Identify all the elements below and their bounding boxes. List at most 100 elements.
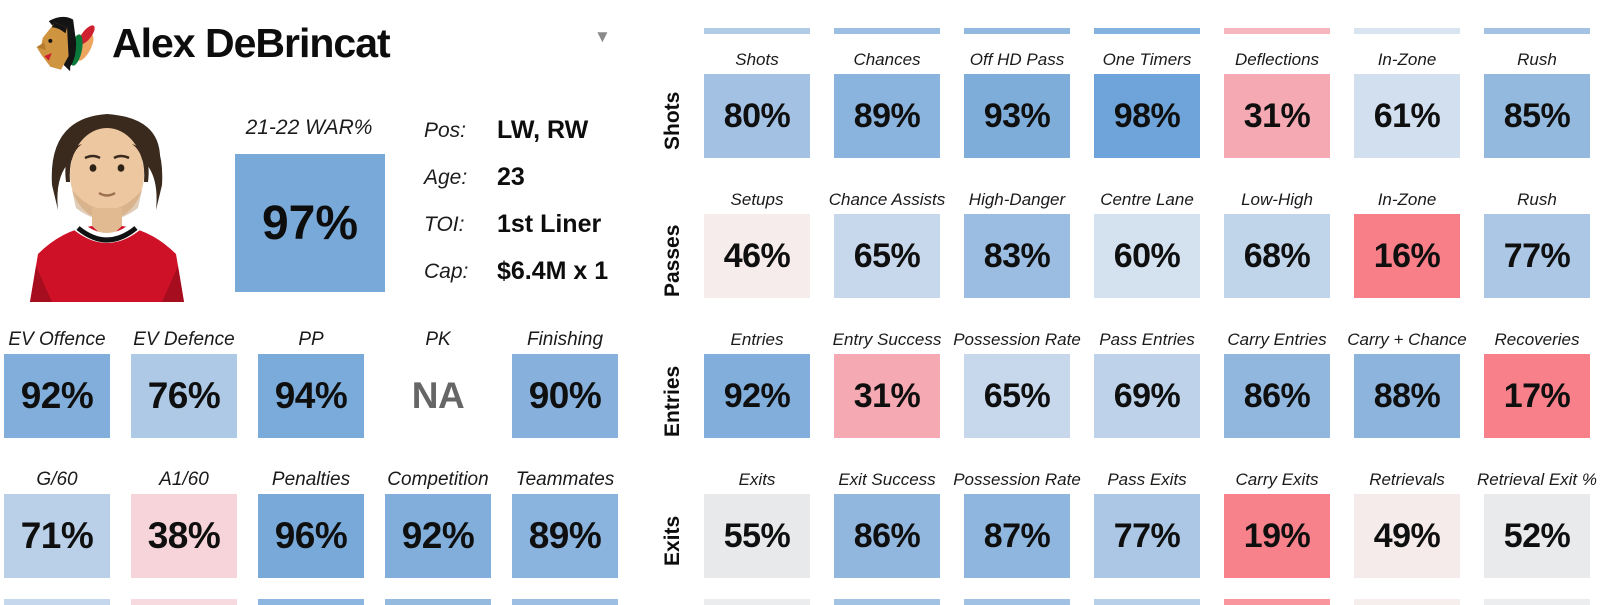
stat-label: Possession Rate xyxy=(953,330,1081,349)
stat-cell: One Timers 98% xyxy=(1094,48,1200,164)
stat-cell: Carry Exits 19% xyxy=(1224,468,1330,584)
cropped-row-artifact xyxy=(385,599,491,605)
stat-cell: Finishing 90% xyxy=(512,328,618,438)
overview-stat-row: EV Offence 92% EV Defence 76% PP 94% PK NA Finis… xyxy=(4,328,618,438)
cropped-row-artifact xyxy=(512,599,618,605)
info-row-cap: Cap: $6.4M x 1 xyxy=(424,257,608,304)
cropped-row-artifact xyxy=(1094,28,1200,34)
stat-cell: High-Danger 83% xyxy=(964,188,1070,304)
stat-label: Deflections xyxy=(1234,50,1320,69)
chevron-down-icon[interactable]: ▼ xyxy=(594,27,611,46)
player-name-title: Alex DeBrincat xyxy=(112,20,391,66)
stat-value-box: 86% xyxy=(1224,354,1330,438)
stat-value-box: 77% xyxy=(1484,214,1590,298)
cropped-row-artifact xyxy=(1354,599,1460,605)
stat-value-box: 92% xyxy=(4,354,110,438)
info-row-pos: Pos: LW, RW xyxy=(424,116,608,163)
stat-value-box: 65% xyxy=(964,354,1070,438)
stat-value-box: 98% xyxy=(1094,74,1200,158)
player-photo xyxy=(12,90,202,302)
stat-cell: Retrieval Exit % 52% xyxy=(1477,468,1597,584)
cap-value: $6.4M x 1 xyxy=(497,257,609,285)
stat-value-box: 87% xyxy=(964,494,1070,578)
pos-label: Pos: xyxy=(424,119,467,142)
stat-cell: PK NA xyxy=(385,328,491,438)
stat-value-box: 96% xyxy=(258,494,364,578)
passes-group-row: Passes Setups 46% Chance Assists 65% High-Da… xyxy=(656,188,1590,304)
stat-label: Carry Exits xyxy=(1235,470,1319,489)
stat-label: Shots xyxy=(735,50,779,69)
stat-value-box: 16% xyxy=(1354,214,1460,298)
stat-label: Retrieval Exit % xyxy=(1477,470,1597,489)
stat-label: EV Offence xyxy=(8,329,106,350)
stat-cell: Possession Rate 87% xyxy=(953,468,1081,584)
stat-value-box: 19% xyxy=(1224,494,1330,578)
stat-cell: Deflections 31% xyxy=(1224,48,1330,164)
cropped-row-artifact xyxy=(964,28,1070,34)
stat-value-box: 65% xyxy=(834,214,940,298)
stat-value-box: 55% xyxy=(704,494,810,578)
stat-value-box: 94% xyxy=(258,354,364,438)
cropped-row-artifact xyxy=(704,28,810,34)
stat-label: Centre Lane xyxy=(1100,190,1194,209)
stat-cell: Shots 80% xyxy=(704,48,810,164)
stat-value-box: 83% xyxy=(964,214,1070,298)
stat-label: Entry Success xyxy=(832,330,942,349)
info-row-age: Age: 23 xyxy=(424,163,608,210)
rates-stat-row: G/60 71% A1/60 38% Penalties 96% Competition 92… xyxy=(4,468,618,578)
toi-label: TOI: xyxy=(424,213,465,236)
cropped-row-artifact xyxy=(1354,28,1460,34)
stat-cell: Recoveries 17% xyxy=(1484,328,1590,444)
cropped-row-artifact xyxy=(1484,599,1590,605)
stat-label: Competition xyxy=(387,469,489,490)
pos-value: LW, RW xyxy=(497,116,589,144)
stat-label: Chance Assists xyxy=(828,190,946,209)
cropped-row-artifact xyxy=(4,599,110,605)
stat-value-box: 76% xyxy=(131,354,237,438)
stat-value-box: 49% xyxy=(1354,494,1460,578)
cropped-row-artifact xyxy=(704,599,810,605)
stat-label: Carry + Chance xyxy=(1347,330,1467,349)
stat-cell: G/60 71% xyxy=(4,468,110,578)
stat-label: Exit Success xyxy=(838,470,936,489)
stat-label: EV Defence xyxy=(133,329,235,350)
stat-cell: Competition 92% xyxy=(385,468,491,578)
stat-label: Possession Rate xyxy=(953,470,1081,489)
stat-cell: In-Zone 61% xyxy=(1354,48,1460,164)
cropped-row-artifact xyxy=(1224,28,1330,34)
stat-value-box: NA xyxy=(411,375,465,416)
cropped-row-artifact xyxy=(1094,599,1200,605)
stat-cell: In-Zone 16% xyxy=(1354,188,1460,304)
stat-value-box: 69% xyxy=(1094,354,1200,438)
stat-value-box: 88% xyxy=(1354,354,1460,438)
stat-cell: Exit Success 86% xyxy=(834,468,940,584)
stat-cell: Carry + Chance 88% xyxy=(1347,328,1467,444)
entries-group-row: Entries Entries 92% Entry Success 31% Posses… xyxy=(656,328,1590,444)
stat-cell: Chances 89% xyxy=(834,48,940,164)
stat-value-box: 31% xyxy=(1224,74,1330,158)
stat-label: Chances xyxy=(853,50,921,69)
cap-label: Cap: xyxy=(424,260,469,283)
stat-cell: Pass Exits 77% xyxy=(1094,468,1200,584)
stat-cell: A1/60 38% xyxy=(131,468,237,578)
entries-group-label: Entries xyxy=(661,365,684,437)
stat-label: Low-High xyxy=(1241,190,1313,209)
stat-label: Finishing xyxy=(526,329,604,350)
stat-label: Pass Exits xyxy=(1107,470,1187,489)
stat-value-box: 60% xyxy=(1094,214,1200,298)
stat-cell: Low-High 68% xyxy=(1224,188,1330,304)
exits-group-row: Exits Exits 55% Exit Success 86% Possession … xyxy=(656,468,1597,584)
stat-cell: Off HD Pass 93% xyxy=(964,48,1070,164)
stat-cell: Setups 46% xyxy=(704,188,810,304)
stat-value-box: 92% xyxy=(385,494,491,578)
stat-label: Rush xyxy=(1517,190,1557,209)
stat-cell: EV Offence 92% xyxy=(4,328,110,438)
stat-cell: Retrievals 49% xyxy=(1354,468,1460,584)
stat-label: In-Zone xyxy=(1377,50,1437,69)
stat-label: A1/60 xyxy=(159,469,209,490)
stat-label: PK xyxy=(425,329,451,350)
cropped-row-artifact xyxy=(131,599,237,605)
stat-value-box: 52% xyxy=(1484,494,1590,578)
stat-cell: Teammates 89% xyxy=(512,468,618,578)
stat-value-box: 71% xyxy=(4,494,110,578)
